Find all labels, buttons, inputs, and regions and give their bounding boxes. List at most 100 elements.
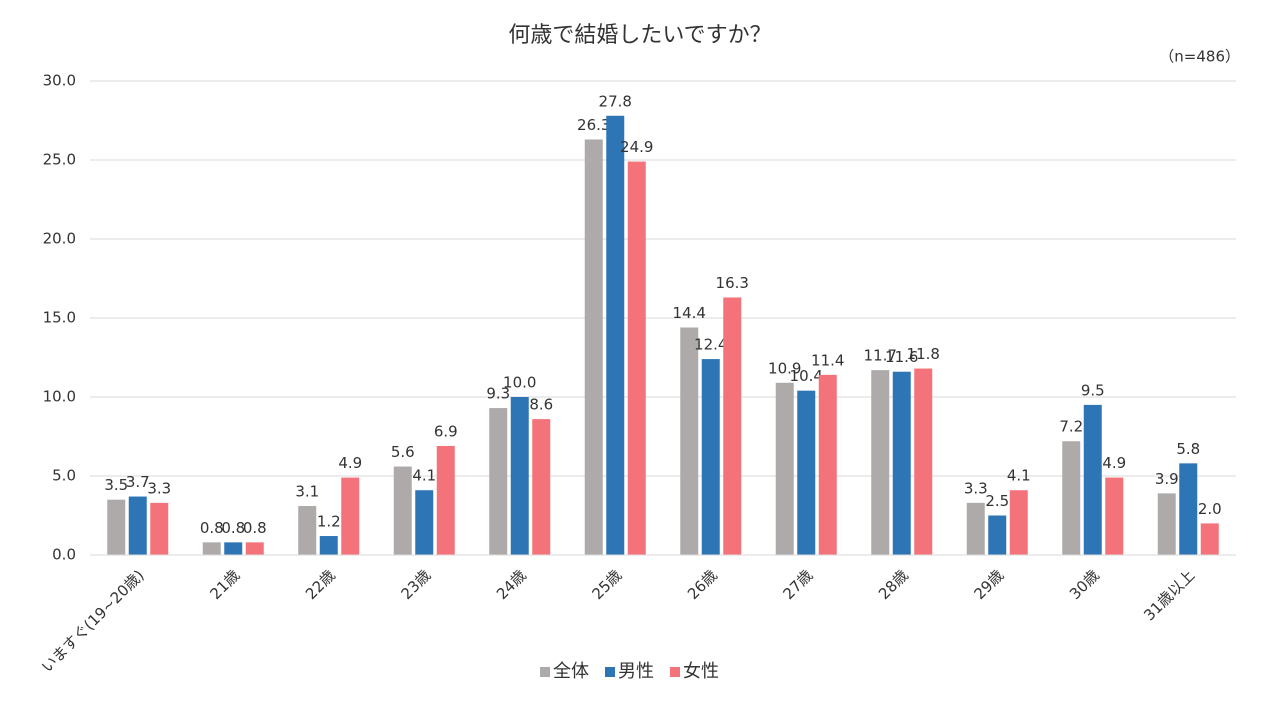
value-label: 14.4 [673, 304, 706, 322]
bar [775, 382, 794, 555]
bar [1157, 493, 1176, 555]
bar [1062, 441, 1081, 555]
bar [680, 327, 699, 555]
value-label: 12.4 [694, 336, 727, 354]
value-label: 0.8 [243, 519, 267, 537]
bar [701, 359, 720, 555]
bar [818, 374, 837, 555]
value-label: 4.1 [1007, 467, 1031, 485]
bar [723, 297, 742, 555]
bar [489, 408, 508, 555]
bar [510, 397, 529, 555]
value-label: 10.0 [503, 374, 536, 392]
bar [393, 466, 412, 555]
value-label: 3.1 [295, 483, 319, 501]
bar [584, 139, 603, 555]
bar [1200, 523, 1219, 555]
x-tick-label: 22歳 [302, 566, 339, 603]
bar [224, 542, 243, 555]
x-tick-label: 25歳 [588, 566, 625, 603]
value-label: 5.6 [391, 443, 415, 461]
bar [1083, 404, 1102, 555]
x-tick-label: 29歳 [970, 566, 1007, 603]
bar [606, 115, 625, 555]
value-label: 0.8 [200, 519, 224, 537]
value-label: 2.0 [1198, 500, 1222, 518]
value-label: 7.2 [1059, 418, 1083, 436]
sample-note: （n=486） [1159, 48, 1240, 66]
legend-label: 女性 [683, 661, 719, 682]
bar [1179, 463, 1198, 555]
bar [797, 390, 816, 555]
value-label: 11.4 [811, 351, 844, 369]
y-tick-label: 10.0 [43, 388, 76, 406]
value-label: 3.5 [104, 476, 128, 494]
value-label: 16.3 [716, 274, 749, 292]
bar [415, 490, 434, 555]
bar [1009, 490, 1028, 555]
x-tick-label: 30歳 [1066, 566, 1103, 603]
value-label: 4.9 [1102, 454, 1126, 472]
bar [627, 161, 646, 555]
legend-swatch [670, 667, 680, 677]
value-label: 2.5 [985, 492, 1009, 510]
bar [341, 477, 360, 555]
x-tick-label: いますぐ(19~20歳) [38, 566, 148, 676]
x-tick-label: 21歳 [206, 566, 243, 603]
x-tick-label: 26歳 [684, 566, 721, 603]
x-tick-label: 31歳以上 [1140, 566, 1198, 624]
value-label: 3.3 [147, 479, 171, 497]
y-tick-label: 0.0 [52, 546, 76, 564]
value-label: 11.7 [864, 347, 897, 365]
y-tick-label: 5.0 [52, 467, 76, 485]
value-label: 24.9 [620, 138, 653, 156]
bar [128, 496, 147, 555]
value-label: 27.8 [599, 92, 632, 110]
bar [532, 419, 551, 555]
value-label: 9.3 [486, 385, 510, 403]
bar [150, 502, 169, 555]
value-label: 3.3 [964, 479, 988, 497]
value-label: 11.6 [885, 348, 918, 366]
value-label: 4.9 [338, 454, 362, 472]
bar [245, 542, 264, 555]
value-label: 10.9 [768, 359, 801, 377]
bar [871, 370, 890, 555]
value-label: 26.3 [577, 116, 610, 134]
value-label: 6.9 [434, 422, 458, 440]
legend-label: 全体 [553, 661, 589, 682]
value-label: 0.8 [221, 519, 245, 537]
x-tick-label: 24歳 [493, 566, 530, 603]
bar [988, 515, 1007, 555]
value-label: 11.8 [907, 345, 940, 363]
value-label: 9.5 [1081, 381, 1105, 399]
value-label: 4.1 [412, 467, 436, 485]
x-tick-label: 23歳 [397, 566, 434, 603]
bar [436, 445, 455, 555]
y-tick-label: 15.0 [43, 309, 76, 327]
value-label: 8.6 [529, 396, 553, 414]
value-label: 5.8 [1176, 440, 1200, 458]
bar [107, 499, 126, 555]
bar [914, 368, 933, 555]
y-tick-label: 20.0 [43, 230, 76, 248]
legend-swatch [605, 667, 615, 677]
bar [298, 506, 317, 555]
value-label: 3.9 [1155, 470, 1179, 488]
bar [202, 542, 221, 555]
chart-title: 何歳で結婚したいですか？ [508, 23, 771, 48]
x-tick-label: 27歳 [779, 566, 816, 603]
legend-label: 男性 [618, 661, 654, 682]
bar [1105, 477, 1124, 555]
value-label: 1.2 [317, 513, 341, 531]
bar [892, 371, 911, 555]
value-label: 3.7 [126, 473, 150, 491]
y-tick-label: 25.0 [43, 151, 76, 169]
legend-swatch [540, 667, 550, 677]
x-tick-label: 28歳 [875, 566, 912, 603]
y-tick-label: 30.0 [43, 72, 76, 90]
bar [319, 536, 338, 555]
bar [966, 502, 985, 555]
value-label: 10.4 [790, 367, 823, 385]
